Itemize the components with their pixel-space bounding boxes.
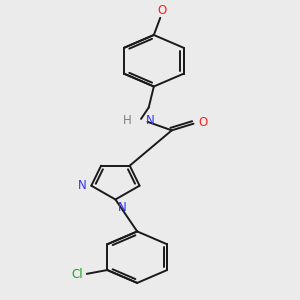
Text: N: N xyxy=(118,201,127,214)
Text: N: N xyxy=(146,114,155,127)
Text: O: O xyxy=(157,4,166,17)
Text: H: H xyxy=(123,114,132,127)
Text: N: N xyxy=(77,179,86,192)
Text: O: O xyxy=(199,116,208,129)
Text: Cl: Cl xyxy=(71,268,83,281)
